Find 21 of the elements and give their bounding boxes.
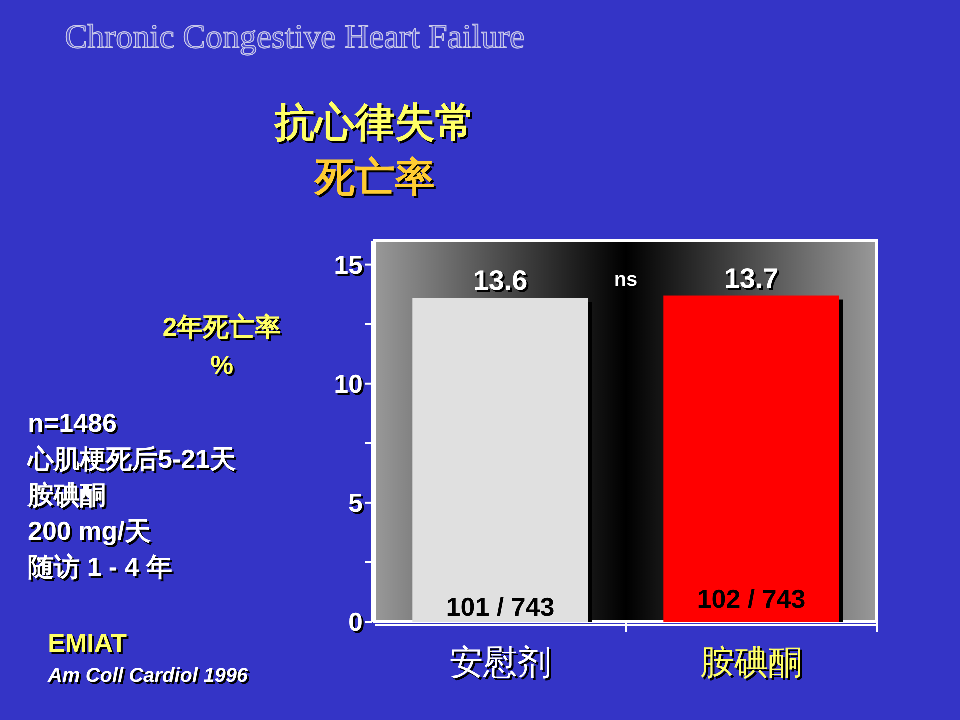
text: 胺碘酮 [27,480,106,510]
y-tick-label: 0 [348,607,363,637]
chart-title: Chronic Congestive Heart Failure [65,19,525,56]
y-axis-title: 2年死亡率 % [162,312,282,380]
y-tick-label: 15 [334,250,363,280]
annotation: ns [614,269,638,291]
data-label: 13.7 [724,262,779,294]
annotation: 101 / 743 [446,592,555,622]
y-tick-label: 10 [334,368,363,399]
text: EMIAT [48,628,128,658]
text: 死亡率 [314,156,435,200]
text: 200 mg/天 [28,516,151,546]
chart-subtitle: 抗心律失常 [273,101,475,145]
text: 心肌梗死后5-21天 [26,444,236,474]
text: Am Coll Cardiol 1996 [47,665,249,687]
text: n=1486 [28,408,117,438]
text: 随访 1 - 4 年 [28,552,172,582]
annotation: 102 / 743 [697,584,806,614]
data-label: 13.6 [473,265,528,296]
x-tick-label: 安慰剂 [450,644,552,682]
y-tick-label: 5 [348,488,363,518]
